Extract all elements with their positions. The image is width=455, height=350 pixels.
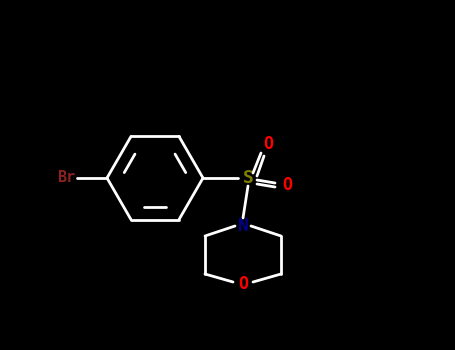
Text: Br: Br [57,170,75,186]
Text: O: O [238,275,248,293]
Text: O: O [263,135,273,153]
Text: O: O [282,176,292,194]
Text: N: N [238,217,248,235]
Text: S: S [243,169,253,187]
